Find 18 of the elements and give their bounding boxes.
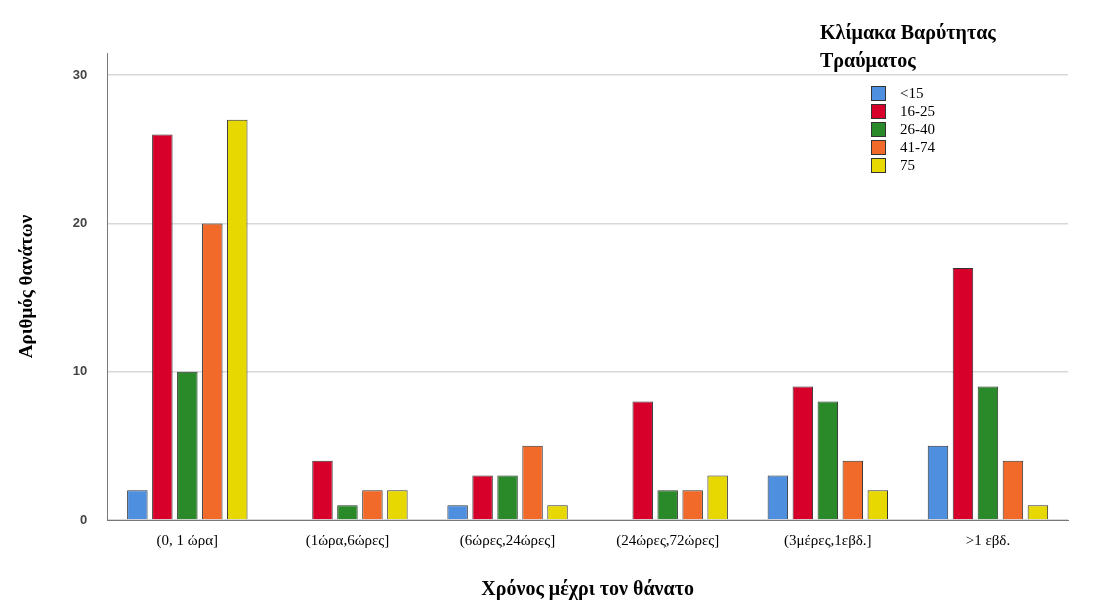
y-tick-label: 20 <box>72 215 88 231</box>
y-tick-label: 0 <box>80 511 88 527</box>
x-tick-label: (3μέρες,1εβδ.] <box>784 531 872 549</box>
y-axis-title: Αριθμός θανάτων <box>15 214 37 359</box>
x-tick-label: >1 εβδ. <box>965 531 1011 548</box>
x-tick-label: (24ώρες,72ώρες] <box>616 531 720 549</box>
legend-label: 16-25 <box>900 102 935 120</box>
legend-label: 41-74 <box>900 138 935 156</box>
x-tick-label: (1ώρα,6ώρες] <box>305 531 390 549</box>
x-tick-label: (0, 1 ώρα] <box>156 531 219 549</box>
y-tick-label: 30 <box>72 66 88 82</box>
legend-label: 75 <box>900 156 915 174</box>
legend-label: 26-40 <box>900 120 935 138</box>
x-axis-title: Χρόνος μέχρι τον θάνατο <box>481 577 694 601</box>
x-tick-label: (6ώρες,24ώρες] <box>459 531 556 549</box>
legend-title: Κλίμακα Βαρύτητας Τραύματος <box>819 20 997 74</box>
legend-label: <15 <box>900 84 924 102</box>
y-tick-label: 10 <box>72 363 88 379</box>
